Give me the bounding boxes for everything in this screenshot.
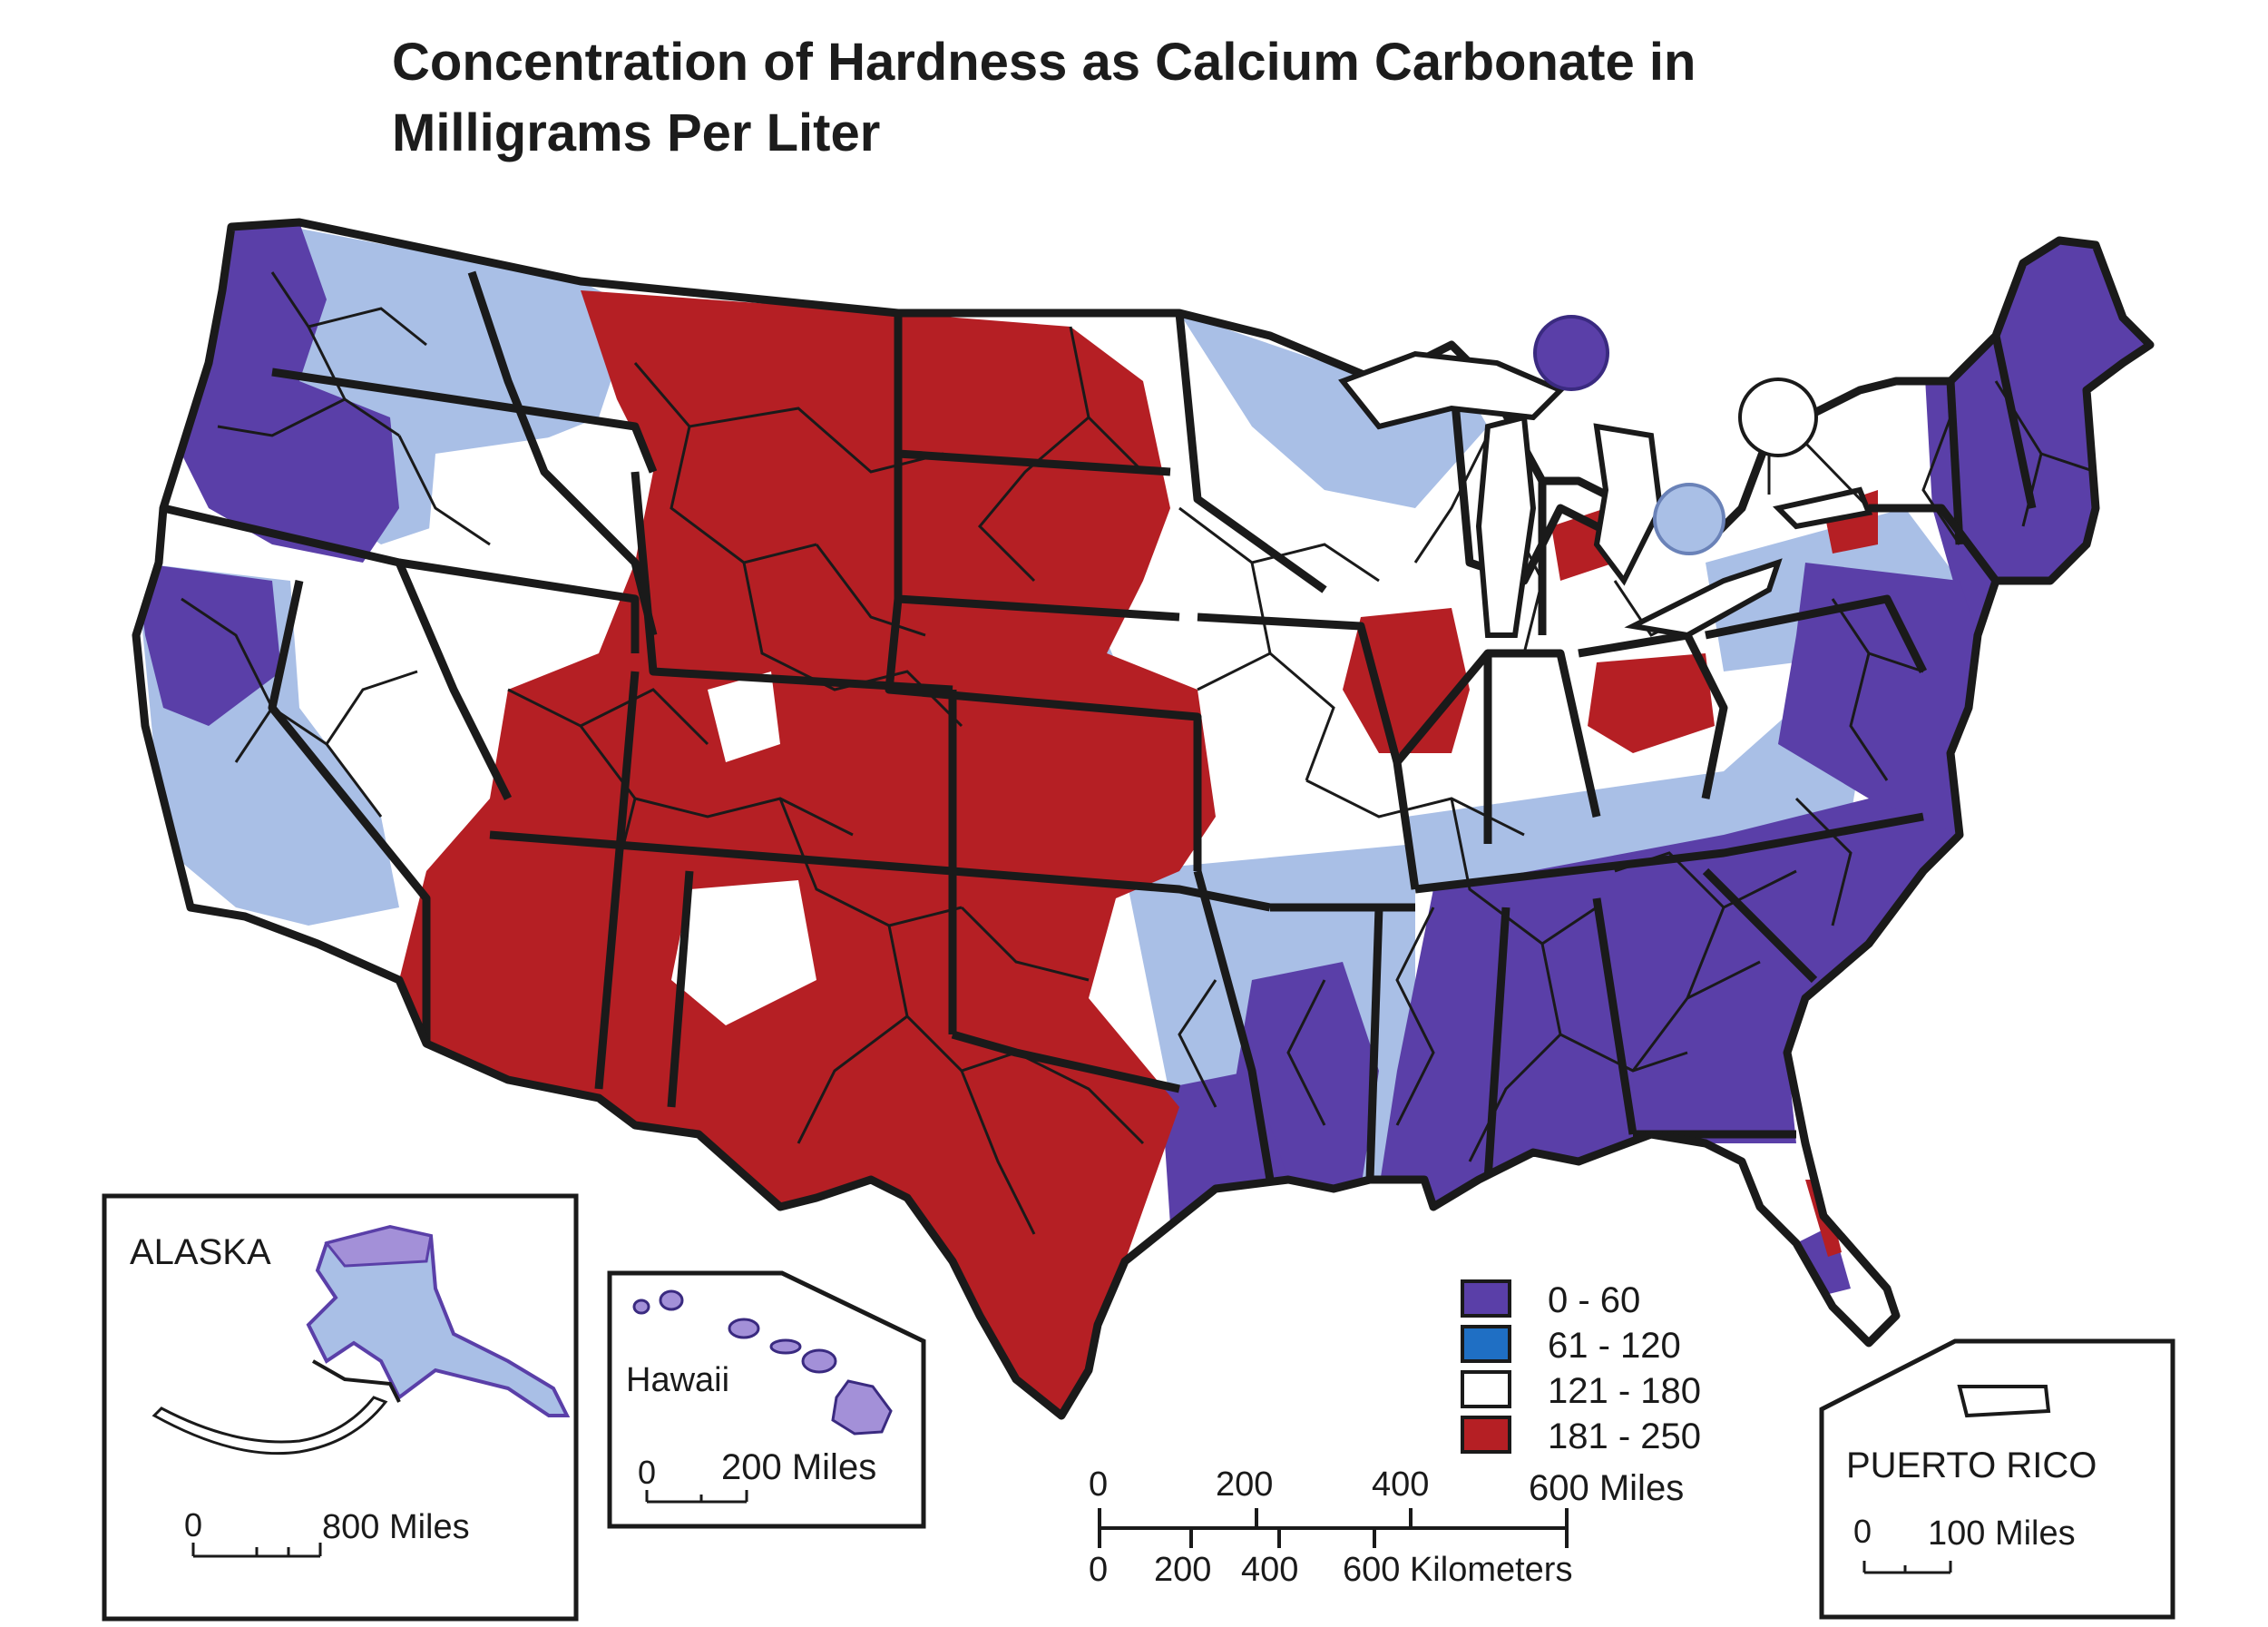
alaska-scale-zero: 0 — [184, 1506, 202, 1544]
region-very-soft-southeast — [1379, 789, 1960, 1207]
legend-swatch-2 — [1461, 1370, 1511, 1408]
puerto-rico-inset-frame — [1819, 1338, 2175, 1620]
scale-km-400: 400 — [1241, 1551, 1298, 1589]
hawaii-inset-frame — [607, 1270, 926, 1529]
alaska-shape — [306, 1224, 571, 1417]
aleutian-islands — [152, 1396, 388, 1455]
hawaii-island-kauai — [659, 1289, 684, 1311]
hawaii-scale-label: 200 Miles — [721, 1447, 876, 1487]
great-lakes — [1338, 350, 1873, 639]
scale-miles-400: 400 — [1372, 1465, 1429, 1504]
alaska-inset: ALASKA 0 800 Miles — [102, 1193, 579, 1622]
alaska-north-slope — [324, 1225, 433, 1268]
legend-swatch-0 — [1461, 1279, 1511, 1318]
lake-huron — [1593, 423, 1664, 586]
lake-superior-circle — [1533, 315, 1609, 391]
puerto-rico-scale-label: 100 Miles — [1928, 1514, 2076, 1553]
map-title: Concentration of Hardness as Calcium Car… — [392, 27, 2025, 169]
region-soft-upper-midwest — [1179, 313, 1488, 508]
hawaii-inset: Hawaii 0 200 Miles — [607, 1270, 926, 1529]
puerto-rico-island — [1957, 1385, 2051, 1418]
scale-km-200: 200 — [1154, 1551, 1211, 1589]
lake-ontario — [1773, 486, 1873, 530]
region-very-soft-north-california — [136, 563, 281, 726]
lake-superior — [1338, 350, 1566, 430]
hawaii-island-molokai — [769, 1338, 802, 1355]
hawaii-island-niihau — [632, 1299, 650, 1315]
puerto-rico-inset: PUERTO RICO 0 100 Miles — [1819, 1338, 2175, 1620]
legend-label-3: 181 - 250 — [1548, 1416, 1701, 1456]
lake-erie — [1624, 558, 1783, 639]
alaska-border-line — [312, 1359, 401, 1403]
scale-km-600: 600 Kilometers — [1343, 1551, 1572, 1589]
hawaii-island-oahu — [728, 1318, 760, 1339]
map-title-line-2: Milligrams Per Liter — [392, 103, 881, 162]
us-mainland — [132, 218, 2155, 1420]
puerto-rico-scale-zero: 0 — [1853, 1513, 1872, 1550]
hawaii-island-maui — [801, 1348, 837, 1374]
legend: 0 - 60 61 - 120 121 - 180 181 - 250 — [1461, 1279, 1701, 1456]
region-hard-great-plains-west — [399, 290, 1216, 1416]
scale-miles-0: 0 — [1089, 1465, 1108, 1504]
map-title-line-1: Concentration of Hardness as Calcium Car… — [392, 33, 1696, 92]
us-mainland-outline — [132, 218, 2155, 1420]
legend-label-1: 61 - 120 — [1548, 1326, 1681, 1366]
hawaii-scale-zero: 0 — [638, 1454, 656, 1491]
scale-miles-200: 200 — [1216, 1465, 1273, 1504]
region-moderate-colorado-gap — [708, 671, 780, 762]
scale-km-0: 0 — [1089, 1551, 1108, 1589]
lake-michigan — [1475, 414, 1537, 638]
legend-label-0: 0 - 60 — [1548, 1280, 1640, 1320]
hawaii-label: Hawaii — [626, 1361, 729, 1399]
legend-label-2: 121 - 180 — [1548, 1371, 1701, 1411]
lake-ontario-circle — [1738, 377, 1818, 457]
alaska-scale-label: 800 Miles — [322, 1508, 470, 1546]
hawaii-island-big-island — [831, 1379, 893, 1436]
watershed-boundaries — [181, 271, 2097, 1235]
legend-swatch-3 — [1461, 1416, 1511, 1454]
legend-swatch-1 — [1461, 1325, 1511, 1363]
puerto-rico-label: PUERTO RICO — [1846, 1446, 2097, 1485]
lake-ontario-leader — [1804, 441, 1871, 510]
region-moderate-new-mexico — [671, 880, 816, 1025]
region-very-soft-mid-atlantic — [1778, 563, 1978, 835]
hardness-regions — [136, 222, 2150, 1416]
scale-miles-600: 600 Miles — [1529, 1468, 1684, 1508]
main-scale-bar: 0 200 400 600 Miles 0 200 400 600 Kilome… — [1089, 1465, 1684, 1589]
alaska-label: ALASKA — [130, 1232, 271, 1272]
lake-huron-circle — [1653, 483, 1725, 555]
region-hard-ohio — [1588, 653, 1715, 753]
